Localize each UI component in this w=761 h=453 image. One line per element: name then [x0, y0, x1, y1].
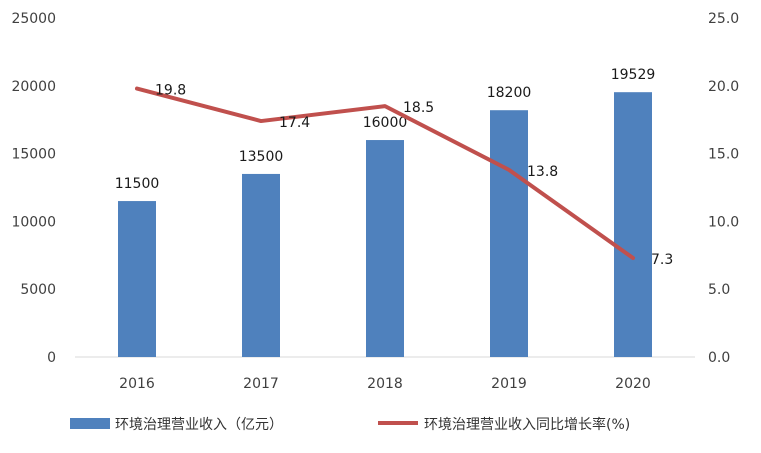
bar-data-label: 18200 — [487, 85, 532, 101]
line-data-label: 18.5 — [403, 100, 434, 116]
bar-data-labels: 11500 13500 16000 18200 19529 — [115, 67, 656, 192]
x-axis-tick-label: 2018 — [367, 376, 403, 392]
left-axis-tick-label: 15000 — [11, 147, 56, 163]
x-axis-tick-label: 2017 — [243, 376, 279, 392]
growth-line — [135, 86, 635, 261]
legend-bar-swatch — [70, 418, 110, 429]
legend-line-label: 环境治理营业收入同比增长率(%) — [424, 416, 630, 433]
line-data-labels: 19.8 17.4 18.5 13.8 7.3 — [155, 83, 673, 268]
bar — [490, 110, 528, 357]
right-axis-tick-label: 20.0 — [708, 79, 739, 95]
left-axis-tick-label: 20000 — [11, 79, 56, 95]
right-axis-tick-label: 5.0 — [708, 282, 730, 298]
line-data-label: 19.8 — [155, 83, 186, 99]
line-data-label: 13.8 — [527, 164, 558, 180]
bar-data-label: 16000 — [363, 115, 408, 131]
x-axis-tick-label: 2019 — [491, 376, 527, 392]
legend-bar-label: 环境治理营业收入（亿元） — [115, 417, 283, 433]
right-axis: 0.0 5.0 10.0 15.0 20.0 25.0 — [708, 11, 739, 366]
bar — [118, 201, 156, 357]
line-data-label: 7.3 — [651, 252, 673, 268]
left-axis-tick-label: 5000 — [20, 282, 56, 298]
x-axis-tick-label: 2016 — [119, 376, 155, 392]
bar-data-label: 13500 — [239, 149, 284, 165]
right-axis-tick-label: 25.0 — [708, 11, 739, 27]
bar-data-label: 19529 — [611, 67, 656, 83]
bar — [366, 140, 404, 357]
bar-data-label: 11500 — [115, 176, 160, 192]
right-axis-tick-label: 15.0 — [708, 147, 739, 163]
bar — [614, 92, 652, 357]
legend: 环境治理营业收入（亿元） 环境治理营业收入同比增长率(%) — [70, 416, 630, 433]
bar — [242, 173, 280, 357]
line-series — [135, 86, 635, 261]
left-axis-tick-label: 25000 — [11, 11, 56, 27]
right-axis-tick-label: 0.0 — [708, 350, 730, 366]
line-data-label: 17.4 — [279, 115, 310, 131]
right-axis-tick-label: 10.0 — [708, 214, 739, 230]
x-axis-tick-label: 2020 — [615, 376, 651, 392]
bar-series — [118, 92, 652, 357]
left-axis-tick-label: 10000 — [11, 214, 56, 230]
left-axis: 0 5000 10000 15000 20000 25000 — [11, 11, 56, 366]
left-axis-tick-label: 0 — [47, 350, 56, 366]
x-axis: 2016 2017 2018 2019 2020 — [119, 376, 651, 392]
